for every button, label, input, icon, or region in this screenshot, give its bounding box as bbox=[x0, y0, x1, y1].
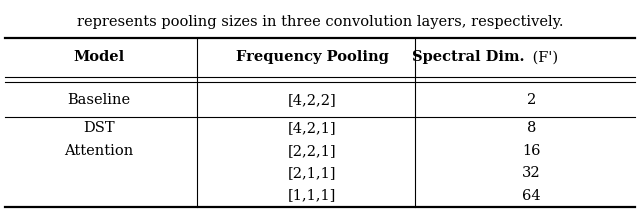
Text: Baseline: Baseline bbox=[68, 93, 131, 107]
Text: represents pooling sizes in three convolution layers, respectively.: represents pooling sizes in three convol… bbox=[77, 15, 563, 29]
Text: 2: 2 bbox=[527, 93, 536, 107]
Text: (F'): (F') bbox=[528, 50, 558, 65]
Text: [4,2,1]: [4,2,1] bbox=[288, 121, 337, 135]
Text: Attention: Attention bbox=[65, 144, 134, 158]
Text: 32: 32 bbox=[522, 166, 541, 180]
Text: [1,1,1]: [1,1,1] bbox=[288, 189, 337, 203]
Text: Spectral Dim.: Spectral Dim. bbox=[412, 50, 525, 65]
Text: Frequency Pooling: Frequency Pooling bbox=[236, 50, 388, 65]
Text: 8: 8 bbox=[527, 121, 536, 135]
Text: 64: 64 bbox=[522, 189, 541, 203]
Text: 16: 16 bbox=[522, 144, 540, 158]
Text: [4,2,2]: [4,2,2] bbox=[288, 93, 337, 107]
Text: [2,1,1]: [2,1,1] bbox=[288, 166, 337, 180]
Text: [2,2,1]: [2,2,1] bbox=[288, 144, 337, 158]
Text: Model: Model bbox=[74, 50, 125, 65]
Text: DST: DST bbox=[83, 121, 115, 135]
